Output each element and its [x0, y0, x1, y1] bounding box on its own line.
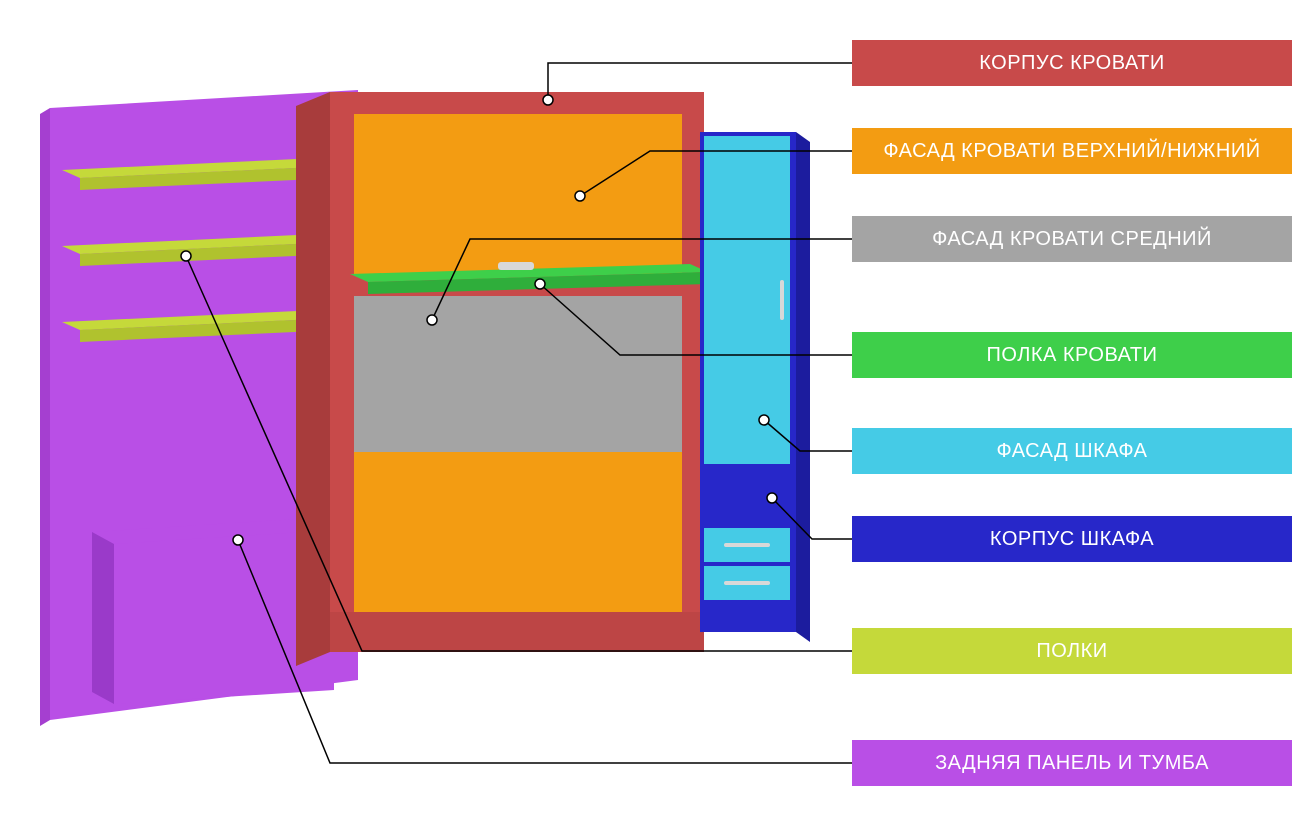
legend-item-bed_shelf: ПОЛКА КРОВАТИ	[852, 332, 1292, 378]
diagram-stage: КОРПУС КРОВАТИ ФАСАД КРОВАТИ ВЕРХНИЙ/НИЖН…	[0, 0, 1312, 813]
legend-label: ФАСАД КРОВАТИ СРЕДНИЙ	[932, 228, 1212, 251]
legend-label: КОРПУС КРОВАТИ	[979, 52, 1165, 75]
legend-item-bed_body: КОРПУС КРОВАТИ	[852, 40, 1292, 86]
legend-item-bed_facade_tb: ФАСАД КРОВАТИ ВЕРХНИЙ/НИЖНИЙ	[852, 128, 1292, 174]
legend-item-wardrobe_facade: ФАСАД ШКАФА	[852, 428, 1292, 474]
legend-item-wardrobe_body: КОРПУС ШКАФА	[852, 516, 1292, 562]
legend-label: ПОЛКА КРОВАТИ	[986, 344, 1157, 367]
legend-item-shelves: ПОЛКИ	[852, 628, 1292, 674]
legend-label: ФАСАД ШКАФА	[996, 440, 1147, 463]
legend-item-bed_facade_mid: ФАСАД КРОВАТИ СРЕДНИЙ	[852, 216, 1292, 262]
legend-label: ЗАДНЯЯ ПАНЕЛЬ И ТУМБА	[935, 752, 1209, 775]
furniture-illustration	[0, 0, 1312, 813]
legend-item-back_panel: ЗАДНЯЯ ПАНЕЛЬ И ТУМБА	[852, 740, 1292, 786]
legend-label: ПОЛКИ	[1036, 640, 1107, 663]
legend-label: ФАСАД КРОВАТИ ВЕРХНИЙ/НИЖНИЙ	[883, 140, 1260, 163]
legend-label: КОРПУС ШКАФА	[990, 528, 1154, 551]
